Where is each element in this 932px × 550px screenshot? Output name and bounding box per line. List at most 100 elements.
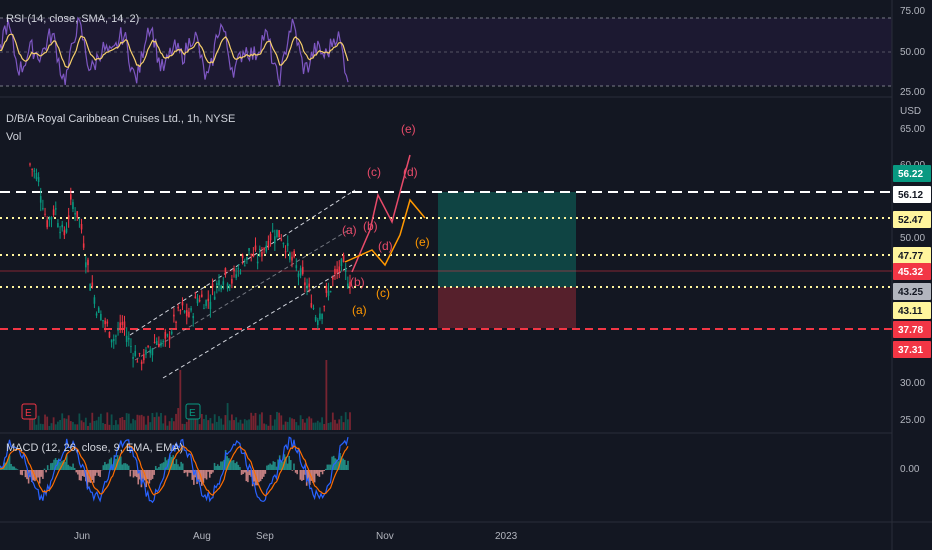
volume-bar: [102, 422, 104, 430]
candle-body: [228, 284, 231, 288]
volume-bar: [314, 422, 317, 430]
macd-histogram-bar: [180, 461, 182, 470]
channel-mid-line[interactable]: [134, 227, 353, 361]
macd-histogram-bar: [140, 470, 143, 488]
macd-histogram-bar: [7, 458, 9, 470]
macd-histogram-bar: [181, 463, 184, 470]
macd-histogram-bar: [86, 470, 89, 489]
candle-body: [209, 301, 212, 310]
volume-bar: [237, 422, 240, 430]
time-label-sep: Sep: [256, 531, 274, 542]
macd-histogram-bar: [83, 470, 86, 477]
volume-bar: [319, 422, 321, 430]
macd-histogram-bar: [32, 470, 35, 481]
candle-body: [261, 252, 263, 257]
candle-body: [276, 229, 278, 237]
candle-body: [192, 315, 195, 319]
volume-bar: [44, 414, 46, 430]
macd-histogram-bar: [53, 459, 55, 470]
volume-bar: [46, 416, 49, 430]
candle-body: [235, 274, 237, 278]
macd-histogram-bar: [150, 470, 152, 481]
price-tag: 52.47: [893, 211, 931, 228]
macd-histogram-bar: [328, 464, 330, 470]
candle-body: [52, 209, 55, 216]
wave-label-red-a: (a): [342, 223, 357, 237]
candle-body: [263, 247, 265, 250]
macd-histogram-bar: [96, 470, 98, 473]
macd-histogram-bar: [345, 464, 348, 470]
price-tag: 45.32: [893, 263, 931, 280]
rsi-tick-50: 50.00: [900, 47, 925, 58]
candle-body: [265, 245, 268, 252]
macd-histogram-bar: [288, 455, 291, 470]
candle-body: [138, 353, 141, 355]
channel-lower-line[interactable]: [162, 264, 353, 379]
macd-histogram-bar: [73, 467, 76, 470]
volume-bar: [230, 414, 233, 430]
candle-body: [42, 208, 44, 210]
volume-bar: [331, 412, 334, 430]
candle-body: [130, 345, 132, 347]
macd-histogram-bar: [291, 470, 294, 471]
macd-histogram-bar: [270, 464, 273, 470]
macd-histogram-bar: [226, 456, 229, 470]
macd-histogram-bar: [178, 466, 181, 470]
macd-title: MACD (12, 26, close, 9, EMA, EMA): [6, 442, 183, 454]
volume-bar: [246, 420, 248, 430]
candle-body: [282, 243, 285, 245]
macd-histogram-bar: [202, 470, 205, 483]
earnings-marker-1[interactable]: E: [21, 403, 37, 420]
volume-bar: [209, 418, 212, 430]
candle-body: [254, 245, 257, 250]
macd-histogram-bar: [57, 458, 60, 470]
volume-bar: [185, 421, 188, 430]
macd-histogram-bar: [13, 466, 16, 470]
candle-body: [190, 308, 192, 311]
candle-body: [46, 220, 48, 228]
candle-body: [233, 268, 235, 272]
macd-histogram-bar: [15, 468, 17, 470]
macd-histogram-bar: [193, 470, 195, 485]
volume-bar: [166, 425, 169, 430]
macd-histogram-bar: [285, 456, 287, 470]
position-profit-zone[interactable]: [438, 192, 576, 287]
vol-label: Vol: [6, 131, 21, 143]
volume-bar: [284, 421, 287, 430]
volume-bar: [89, 422, 92, 430]
macd-histogram-bar: [259, 470, 262, 482]
candle-body: [336, 269, 338, 273]
candle-body: [304, 282, 306, 286]
volume-bar: [31, 418, 34, 430]
candle-body: [104, 320, 106, 325]
volume-bar: [316, 420, 319, 430]
macd-histogram-bar: [5, 463, 8, 470]
volume-bar: [151, 412, 154, 430]
volume-bar: [119, 417, 122, 430]
candle-body: [241, 255, 244, 259]
macd-histogram-bar: [89, 470, 92, 483]
earnings-marker-2[interactable]: E: [185, 403, 201, 420]
candle-body: [198, 300, 201, 302]
macd-histogram-bar: [302, 470, 305, 480]
volume-bar: [84, 417, 87, 430]
candle-body: [164, 332, 167, 339]
wave-path-orange[interactable]: [344, 198, 426, 267]
wave-path-red[interactable]: [351, 154, 411, 273]
position-loss-zone[interactable]: [438, 287, 576, 328]
volume-bar: [207, 420, 210, 430]
price-tag-text: 45.32: [898, 267, 923, 278]
price-tag-text: 43.25: [898, 287, 923, 298]
candle-body: [297, 273, 300, 278]
volume-bar: [239, 419, 242, 430]
macd-histogram-bar: [35, 470, 38, 480]
macd-histogram-bar: [299, 470, 302, 480]
candle-body: [278, 230, 280, 238]
macd-histogram-bar: [118, 458, 120, 470]
macd-histogram-bar: [80, 470, 82, 481]
price-tag: 43.11: [893, 302, 931, 319]
macd-histogram-bar: [229, 460, 232, 470]
wave-label-orange-c: (c): [376, 286, 390, 300]
